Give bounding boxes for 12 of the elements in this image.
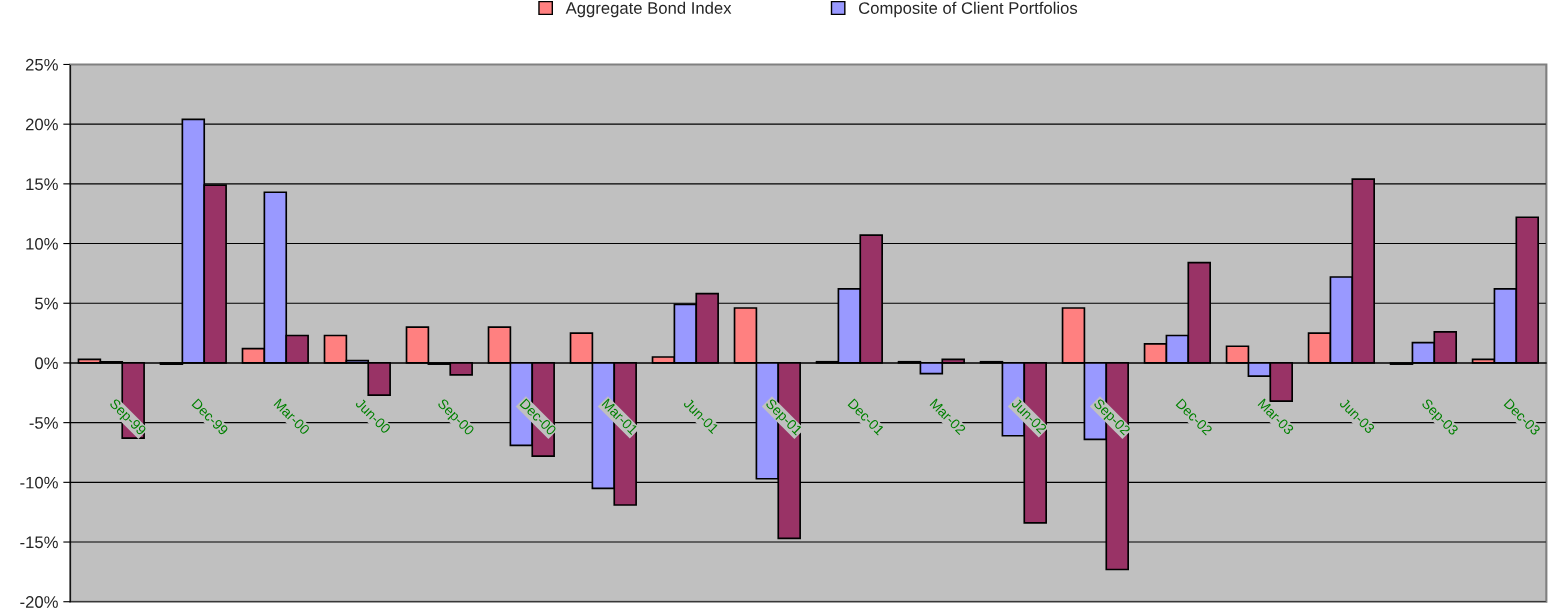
y-tick-label: -10% xyxy=(20,476,58,489)
y-tick-label: 25% xyxy=(25,58,58,71)
y-tick-label: 0% xyxy=(35,357,58,370)
y-tick-label: 20% xyxy=(25,118,58,131)
y-tick-label: 10% xyxy=(26,237,58,250)
y-tick-label: -15% xyxy=(20,536,58,549)
y-tick-label: -20% xyxy=(20,596,58,608)
y-tick-label: 15% xyxy=(26,178,58,191)
legend-label: Aggregate Bond Index xyxy=(565,1,732,18)
y-tick-label: 5% xyxy=(35,297,58,310)
y-tick-label: -5% xyxy=(29,417,58,429)
legend-label: Composite of Client Portfolios xyxy=(859,1,1078,18)
